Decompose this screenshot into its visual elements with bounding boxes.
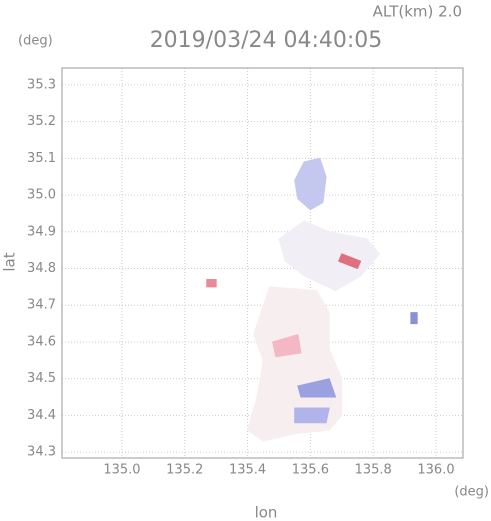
echo-patch — [410, 312, 418, 325]
echo-patch — [297, 378, 337, 398]
echo-patch — [247, 286, 343, 442]
chart-title: 2019/03/24 04:40:05 — [150, 28, 383, 53]
y-tick-label: 35.2 — [27, 114, 56, 129]
x-tick-label: 136.0 — [417, 463, 454, 478]
y-unit: (deg) — [18, 34, 53, 49]
x-unit: (deg) — [454, 485, 489, 500]
y-axis-label: lat — [1, 252, 19, 271]
annotation: ALT(km) 2.0 — [373, 3, 462, 21]
y-tick-label: 34.7 — [27, 298, 56, 313]
y-tick-label: 34.4 — [27, 408, 56, 423]
x-axis-label: lon — [255, 504, 278, 521]
y-tick-label: 35.0 — [27, 188, 56, 203]
x-tick-label: 135.0 — [103, 463, 140, 478]
plot-frame — [61, 67, 464, 459]
echo-patch — [294, 407, 330, 424]
y-tick-label: 35.1 — [27, 151, 56, 166]
x-tick-label: 135.8 — [355, 463, 392, 478]
y-tick-label: 34.5 — [27, 371, 56, 386]
x-tick-label: 135.2 — [166, 463, 203, 478]
echo-patch — [272, 333, 302, 358]
echo-patch — [206, 279, 217, 288]
echo-patch — [337, 253, 362, 270]
echo-patch — [278, 220, 381, 292]
y-tick-label: 35.3 — [27, 77, 56, 92]
x-tick-label: 135.6 — [292, 463, 329, 478]
y-tick-label: 34.8 — [27, 261, 56, 276]
y-tick-label: 34.9 — [27, 224, 56, 239]
x-tick-label: 135.4 — [229, 463, 266, 478]
echo-patch — [294, 157, 327, 211]
y-tick-label: 34.3 — [27, 445, 56, 460]
y-tick-label: 34.6 — [27, 334, 56, 349]
